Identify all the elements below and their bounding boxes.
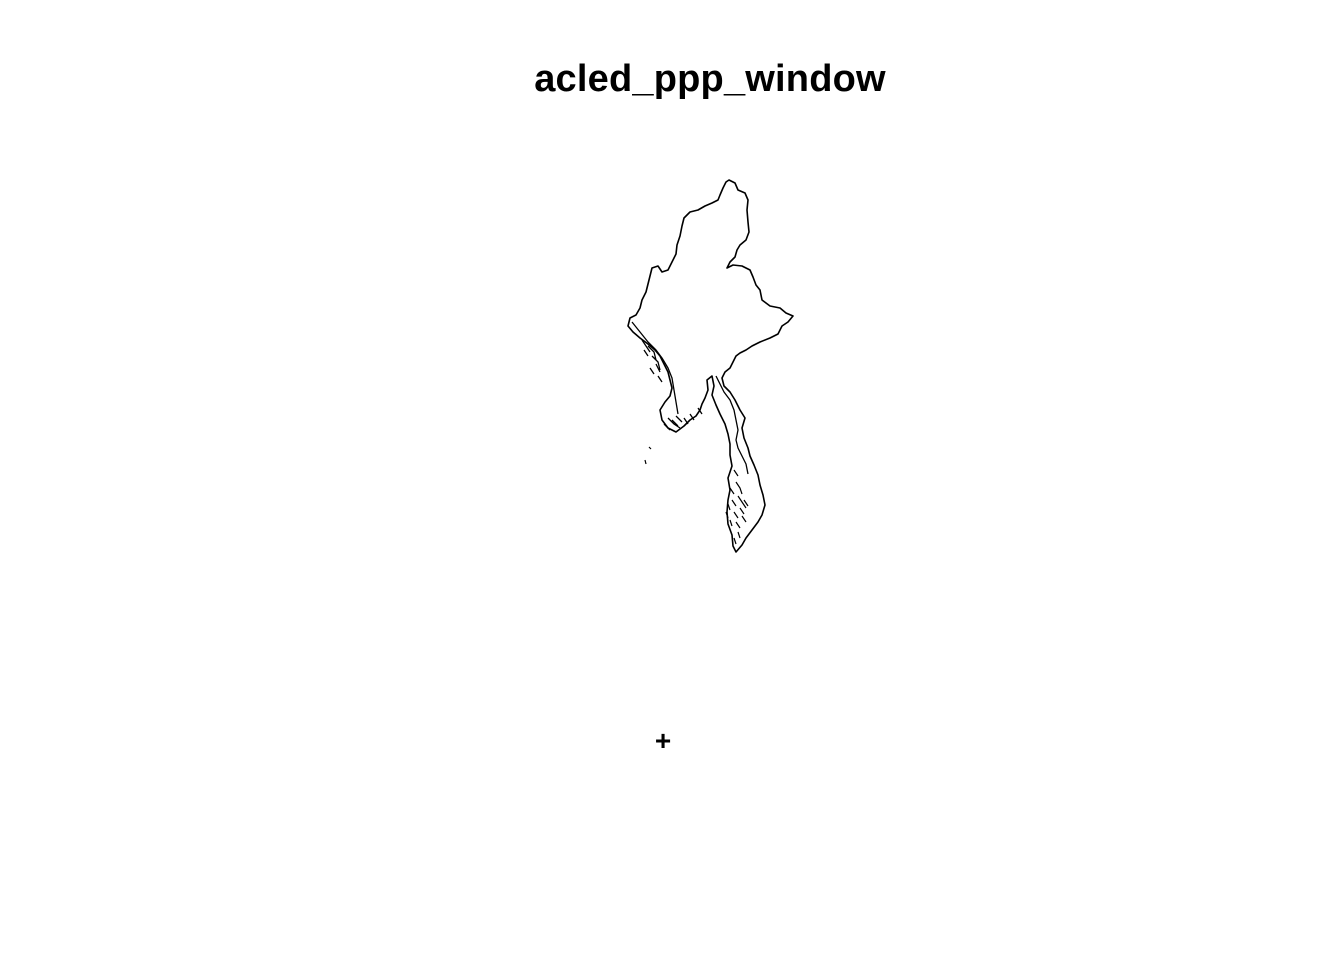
- window-boundary-outline: [627, 179, 794, 553]
- window-southern-archipelago: [725, 469, 749, 545]
- window-coastal-islands-west: [641, 339, 663, 383]
- point-pattern-marker: +: [654, 725, 672, 756]
- window-internal-boundary-west: [631, 321, 679, 415]
- window-internal-boundary: [715, 375, 749, 475]
- window-delta-islands: [663, 407, 703, 431]
- window-offshore-islets: [644, 446, 652, 465]
